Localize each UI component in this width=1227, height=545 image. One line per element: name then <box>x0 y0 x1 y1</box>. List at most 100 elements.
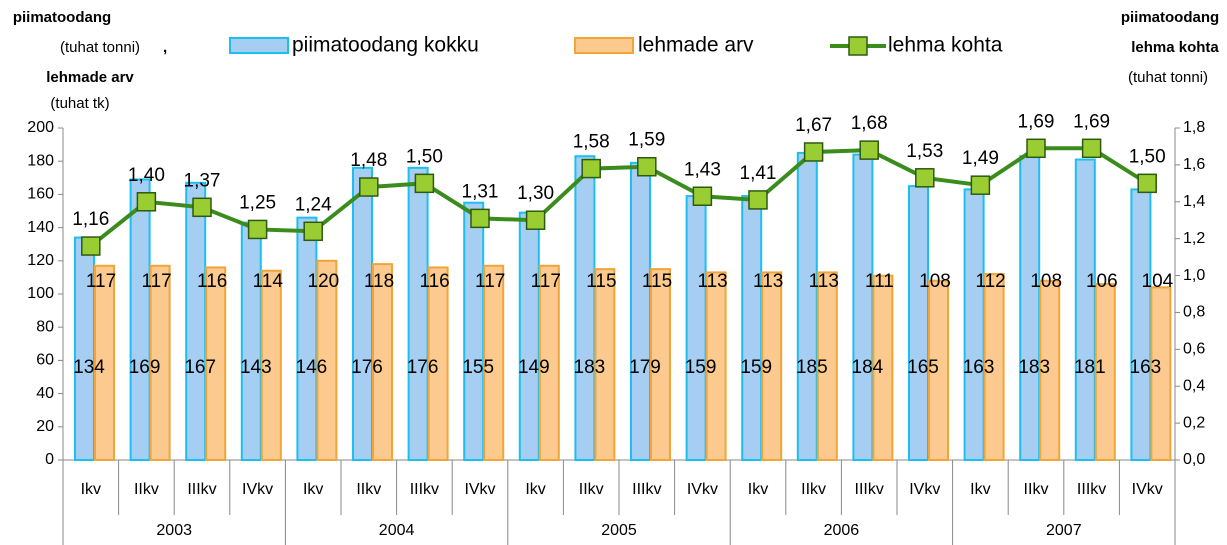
y2-tick-label: 1,0 <box>1183 267 1205 284</box>
data-label: 118 <box>364 271 394 292</box>
x-tick-label: IIIkv <box>187 481 216 498</box>
marker <box>192 197 212 218</box>
bar <box>685 195 707 461</box>
legend-swatch <box>229 37 289 54</box>
x-tick-label: Ikv <box>970 481 990 498</box>
y2-tick-label: 1,6 <box>1183 156 1205 173</box>
bar <box>1094 283 1116 462</box>
data-label: 112 <box>975 271 1005 292</box>
bar <box>149 264 171 461</box>
x-tick-label: IIIkv <box>855 481 884 498</box>
marker <box>859 140 879 160</box>
y-tick-label: 200 <box>27 119 54 136</box>
x-tick-label: Ikv <box>303 481 323 498</box>
x-tick-label: IVkv <box>1132 481 1163 498</box>
data-label: 115 <box>586 271 616 292</box>
y2-tick-label: 1,4 <box>1183 193 1205 210</box>
marker <box>1081 138 1102 159</box>
marker <box>581 158 601 179</box>
data-label: 146 <box>296 357 328 378</box>
data-label: 149 <box>518 357 550 378</box>
x-tick-label: IVkv <box>687 481 718 498</box>
data-label: 120 <box>308 271 340 292</box>
data-label: 113 <box>809 271 839 292</box>
data-label: 114 <box>253 271 284 292</box>
data-label: 183 <box>574 357 606 378</box>
y2-axis-title: piimatoodang <box>1121 9 1219 26</box>
bar <box>372 263 393 461</box>
marker <box>803 142 824 162</box>
bar <box>741 195 763 461</box>
x-tick-label: IIIkv <box>410 481 439 498</box>
marker <box>81 236 101 256</box>
y2-tick-label: 0,8 <box>1183 304 1205 321</box>
data-label: 106 <box>1086 271 1118 292</box>
data-label: 1,69 <box>1073 111 1110 132</box>
bar <box>427 266 449 461</box>
bar <box>650 268 671 461</box>
data-label: 104 <box>1142 271 1174 292</box>
data-label: 113 <box>753 271 783 292</box>
y2-axis-title: (tuhat tonni) <box>1128 69 1208 86</box>
bar <box>185 181 207 461</box>
data-label: 159 <box>685 357 717 378</box>
y-axis-title: (tuhat tk) <box>50 95 109 112</box>
data-label: 1,31 <box>462 181 499 202</box>
data-label: 155 <box>462 357 494 378</box>
data-label: 1,68 <box>851 113 888 134</box>
data-label: 1,41 <box>740 163 777 184</box>
x-tick-label: IIkv <box>1024 481 1049 498</box>
bar <box>816 271 838 462</box>
x-tick-label: IIIkv <box>632 481 661 498</box>
data-label: 167 <box>184 357 216 378</box>
bar <box>205 266 227 461</box>
data-label: 117 <box>531 271 561 292</box>
legend-swatch <box>848 36 868 56</box>
year-label: 2007 <box>1046 522 1082 539</box>
year-label: 2005 <box>601 522 637 539</box>
y2-tick-label: 0,6 <box>1183 341 1205 358</box>
y-axis-title: lehmade arv <box>46 69 134 86</box>
bar <box>538 264 560 461</box>
x-tick-label: IIkv <box>801 481 826 498</box>
marker <box>915 168 935 188</box>
y2-tick-label: 0,0 <box>1183 451 1205 468</box>
data-label: 1,58 <box>573 132 610 153</box>
marker <box>637 156 657 177</box>
data-label: 117 <box>141 271 171 292</box>
data-label: 183 <box>1018 357 1050 378</box>
y-tick-label: 120 <box>27 252 54 269</box>
x-tick-label: IVkv <box>242 481 273 498</box>
y2-tick-label: 0,4 <box>1183 377 1205 394</box>
bar <box>908 185 929 461</box>
data-label: 117 <box>475 271 505 292</box>
bar <box>94 264 115 461</box>
marker <box>970 175 991 195</box>
bar <box>1019 155 1041 461</box>
y-tick-label: 100 <box>27 285 54 302</box>
marker <box>1137 173 1157 194</box>
bar <box>872 274 894 461</box>
x-tick-label: IVkv <box>909 481 940 498</box>
data-label: 143 <box>240 357 272 378</box>
data-label: 113 <box>697 271 727 292</box>
marker <box>525 210 546 230</box>
legend-label: lehma kohta <box>888 34 1003 57</box>
data-label: 185 <box>796 357 828 378</box>
y-tick-label: 80 <box>36 318 54 335</box>
bar <box>1074 158 1096 461</box>
data-label: 184 <box>852 357 884 378</box>
y-tick-label: 40 <box>36 385 54 402</box>
y-axis-title: , <box>163 39 167 56</box>
year-label: 2004 <box>379 522 415 539</box>
data-label: 134 <box>73 357 105 378</box>
x-tick-label: IIkv <box>356 481 381 498</box>
data-label: 108 <box>919 271 951 292</box>
x-tick-label: IVkv <box>464 481 495 498</box>
bar <box>316 259 338 461</box>
y2-tick-label: 1,2 <box>1183 230 1205 247</box>
x-tick-label: IIkv <box>134 481 159 498</box>
bar <box>574 155 596 461</box>
data-label: 1,50 <box>406 146 443 167</box>
